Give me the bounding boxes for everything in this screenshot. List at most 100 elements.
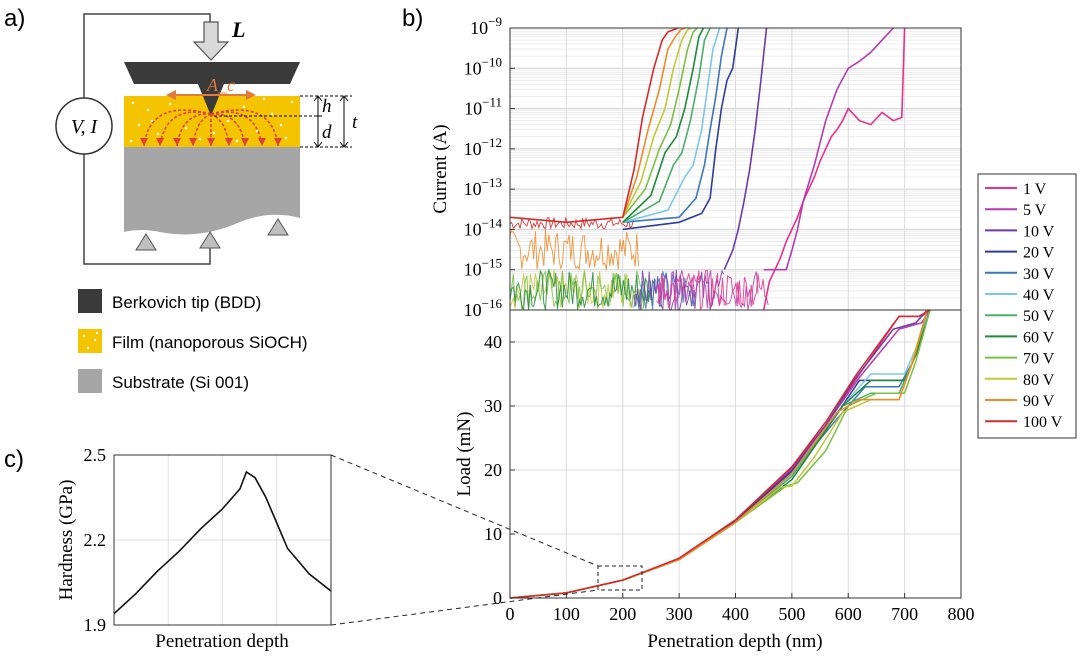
load-x-tick-label: 0 [506, 604, 515, 624]
source-circle [55, 97, 113, 155]
current-series [509, 27, 906, 312]
t-label: t [352, 112, 358, 133]
load-ticks: 0 100 200 300 400 500 600 700 800 0 10 20 30 40 [484, 332, 975, 624]
source-label: V, I [71, 116, 99, 138]
current-axes: 10−910−1010−1110−1210−1310−1410−1510−16 … [430, 14, 962, 320]
load-arrow-icon [192, 21, 230, 61]
legend-swatch-film [78, 329, 102, 353]
panel-label-c: c) [4, 446, 24, 473]
current-grid [510, 28, 961, 311]
load-grid [510, 310, 961, 598]
panel-label-a: a) [4, 5, 25, 32]
schematic: V, I L A_c [55, 13, 358, 265]
hardness-line [113, 470, 332, 615]
contact-arrow-left-head [166, 90, 176, 100]
load-x-tick-label: 100 [553, 604, 580, 624]
hardness-y-axis-label: Hardness (GPa) [56, 480, 77, 601]
load-x-tick-label: 700 [891, 604, 918, 624]
load-y-tick-label: 10 [484, 524, 502, 544]
current-y-tick-label: 10−15 [464, 256, 502, 280]
current-line-100v [509, 27, 679, 224]
support-center-icon [199, 231, 221, 249]
circuit-wire [83, 13, 211, 98]
load-label: L [231, 17, 245, 42]
load-line-100v [509, 309, 931, 599]
load-x-tick-label: 600 [835, 604, 862, 624]
panel-label-b: b) [402, 5, 423, 32]
zoom-connector-top [330, 454, 599, 567]
legend-swatch-tip [78, 289, 102, 313]
legend-label: 60 V [1023, 329, 1055, 346]
support-right-icon [267, 218, 289, 236]
contact-arrow-right-head [246, 90, 256, 100]
hardness-y-tick-label: 2.2 [84, 530, 107, 550]
legend-label: 1 V [1023, 181, 1047, 198]
legend-film-pores [82, 331, 99, 350]
load-x-tick-label: 800 [948, 604, 975, 624]
current-y-tick-label: 10−16 [464, 296, 503, 320]
legend-label-film: Film (nanoporous SiOCH) [112, 333, 308, 352]
legend-label-tip: Berkovich tip (BDD) [112, 293, 261, 312]
load-x-tick-label: 200 [609, 604, 636, 624]
current-y-tick-label: 10−9 [470, 14, 502, 38]
voltage-legend-box [977, 173, 1077, 439]
noise-trace-100v [509, 216, 634, 231]
current-line-50v [622, 27, 711, 223]
hardness-y-tick-label: 1.9 [84, 615, 107, 635]
current-line-80v [622, 27, 692, 218]
voltage-legend-items: 1 V 5 V 10 V 20 V 30 V 40 V 50 V 60 V 70 V 80 V 90… [985, 181, 1063, 431]
voltage-legend: 1 V 5 V 10 V 20 V 30 V 40 V 50 V 60 V 70 V 80 V 90… [977, 173, 1077, 439]
current-y-axis-label: Current (A) [430, 124, 451, 213]
current-line-70v [622, 27, 698, 218]
legend-label: 90 V [1023, 393, 1055, 410]
load-y-tick-label: 0 [493, 588, 502, 608]
noise-trace-5v [656, 269, 759, 310]
film-pores [129, 97, 294, 144]
legend-label: 100 V [1023, 414, 1063, 431]
load-axes: 0 100 200 300 400 500 600 700 800 0 10 20 30 40 Load … [454, 309, 975, 652]
load-x-tick-label: 400 [722, 604, 749, 624]
berkovich-tip [124, 62, 300, 116]
current-y-ticks: 10−9 10−10 10−11 10−12 10−13 10−14 10−15 10−16 [464, 14, 515, 320]
h-label: h [322, 96, 332, 117]
current-y-tick-label: 10−14 [464, 215, 503, 239]
current-line-60v [622, 27, 705, 223]
current-y-tick-label: 10−13 [464, 175, 502, 199]
legend-label: 30 V [1023, 266, 1055, 283]
load-y-tick-label: 20 [484, 460, 502, 480]
current-y-tick-label: 10−11 [464, 95, 502, 119]
current-y-tick-label: 10−10 [464, 54, 502, 78]
load-x-tick-label: 300 [666, 604, 693, 624]
noise-trace-1v [656, 269, 769, 311]
load-y-tick-label: 30 [484, 396, 502, 416]
noise-trace-60v [509, 268, 656, 312]
legend-swatch-substrate [78, 369, 102, 393]
legend-label: 50 V [1023, 308, 1055, 325]
support-left-icon [135, 233, 157, 251]
load-y-axis-label: Load (mN) [454, 412, 475, 497]
legend-label: 40 V [1023, 287, 1055, 304]
hardness-axes-frame [113, 454, 332, 626]
d-label: d [322, 122, 332, 143]
current-line-40v [622, 27, 721, 224]
current-line-5v [763, 27, 894, 271]
contact-area-label: A_c [206, 75, 235, 95]
hardness-x-axis-label: Penetration depth [155, 631, 289, 652]
load-series [509, 309, 931, 599]
current-y-tick-label: 10−12 [464, 135, 502, 159]
current-line-20v [622, 27, 740, 231]
legend-label: 20 V [1023, 245, 1055, 262]
field-arrowheads [140, 138, 282, 146]
legend-label: 70 V [1023, 351, 1055, 368]
noise-trace-30v [633, 270, 696, 311]
dimension-markers [214, 95, 352, 148]
legend-label: 5 V [1023, 202, 1047, 219]
load-x-axis-label: Penetration depth (nm) [647, 631, 822, 652]
legend-label: 10 V [1023, 223, 1055, 240]
current-line-10v [723, 27, 768, 271]
hardness-axes: 1.9 2.2 2.5 Hardness (GPa) Penetration dep… [56, 445, 332, 652]
circuit-wire-bottom [83, 154, 211, 265]
noise-trace-90v [509, 229, 639, 271]
hardness-series [113, 470, 332, 615]
